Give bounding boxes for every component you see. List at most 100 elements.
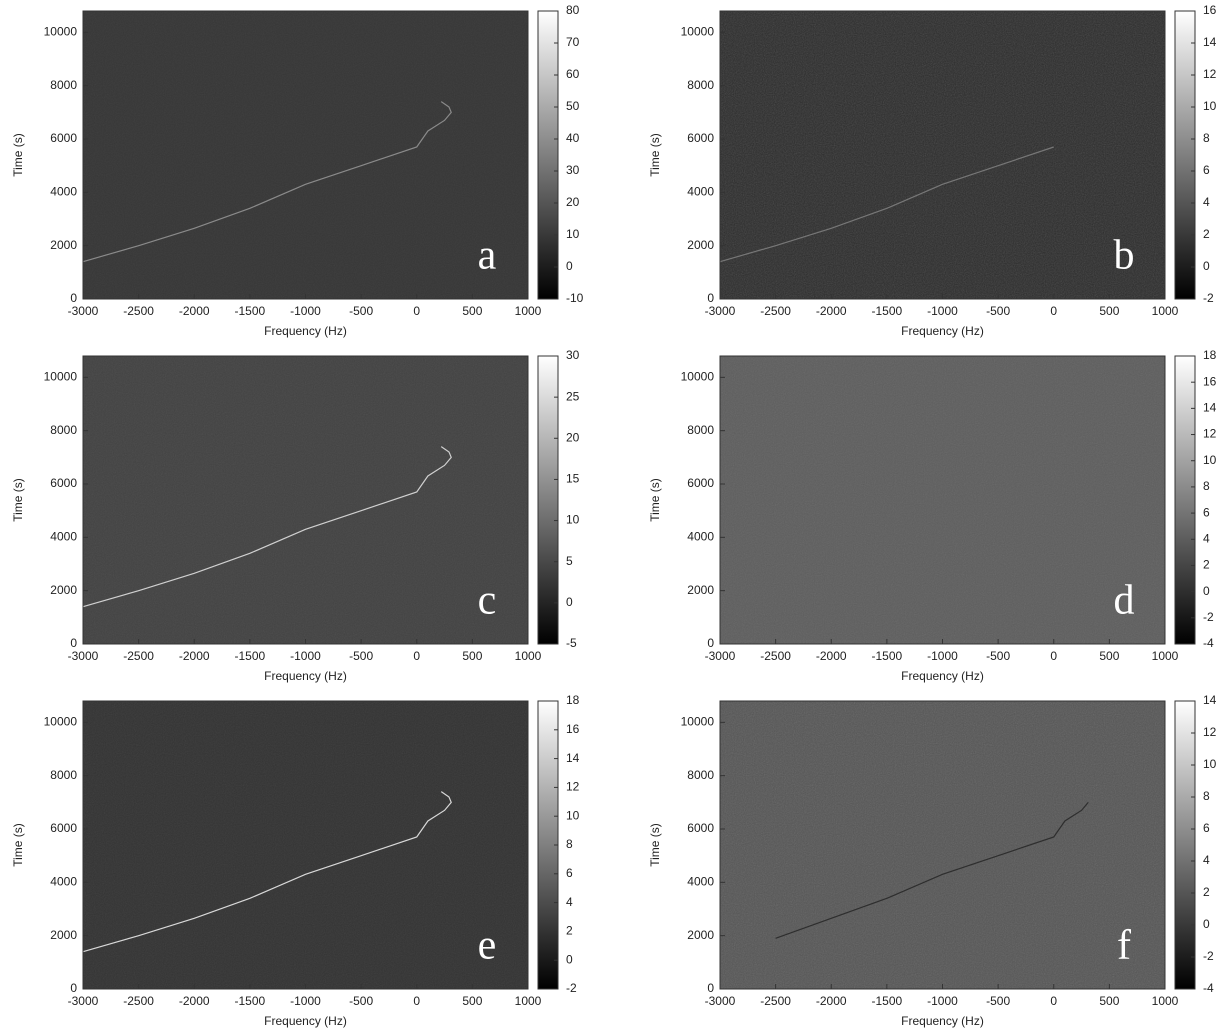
trace-line bbox=[82, 446, 452, 608]
x-tick-label: 0 bbox=[1050, 994, 1057, 1008]
x-tick-label: -1500 bbox=[872, 649, 903, 663]
x-tick-label: -1500 bbox=[235, 304, 266, 318]
colorbar-tick-label: 70 bbox=[566, 35, 580, 49]
trace-line bbox=[82, 101, 452, 263]
colorbar-tick-label: 4 bbox=[1203, 195, 1210, 209]
y-tick-label: 0 bbox=[70, 981, 77, 995]
panel-label: a bbox=[478, 233, 497, 279]
colorbar-tick-label: 80 bbox=[566, 3, 580, 17]
noise-texture bbox=[720, 356, 1165, 644]
noise-texture bbox=[720, 11, 1165, 299]
x-tick-label: -1000 bbox=[290, 649, 321, 663]
colorbar-tick-label: 8 bbox=[1203, 131, 1210, 145]
y-tick-label: 2000 bbox=[50, 583, 77, 597]
y-tick-label: 6000 bbox=[687, 131, 714, 145]
panel-label: e bbox=[478, 923, 497, 969]
colorbar-tick-label: 30 bbox=[566, 348, 580, 362]
y-tick-label: 4000 bbox=[50, 875, 77, 889]
x-axis-label: Frequency (Hz) bbox=[901, 669, 984, 683]
x-tick-label: -3000 bbox=[705, 649, 736, 663]
colorbar bbox=[1174, 10, 1196, 300]
x-tick-label: -2000 bbox=[816, 649, 847, 663]
colorbar-tick-label: 0 bbox=[566, 952, 573, 966]
x-tick-label: -2000 bbox=[816, 994, 847, 1008]
colorbar-tick-label: 60 bbox=[566, 67, 580, 81]
x-axis-label: Frequency (Hz) bbox=[901, 324, 984, 338]
colorbar-tick-label: 8 bbox=[566, 837, 573, 851]
colorbar bbox=[1174, 700, 1196, 990]
y-tick-label: 8000 bbox=[687, 78, 714, 92]
x-tick-label: -2500 bbox=[760, 994, 791, 1008]
y-tick-label: 6000 bbox=[50, 476, 77, 490]
y-axis-label: Time (s) bbox=[11, 133, 25, 177]
y-tick-label: 6000 bbox=[687, 476, 714, 490]
trace-line bbox=[719, 146, 1054, 263]
colorbar-tick-label: -2 bbox=[1203, 291, 1214, 305]
x-tick-label: -2500 bbox=[123, 649, 154, 663]
colorbar-tick-label: 12 bbox=[566, 780, 580, 794]
colorbar-tick-label: -2 bbox=[1203, 610, 1214, 624]
x-tick-label: 1000 bbox=[515, 994, 542, 1008]
y-tick-label: 0 bbox=[70, 636, 77, 650]
x-tick-label: -2500 bbox=[123, 994, 154, 1008]
x-axis-label: Frequency (Hz) bbox=[264, 1014, 347, 1028]
y-tick-label: 2000 bbox=[687, 238, 714, 252]
noise-texture bbox=[720, 701, 1165, 989]
y-tick-label: 0 bbox=[707, 981, 714, 995]
noise-texture bbox=[83, 11, 528, 299]
x-tick-label: 1000 bbox=[1152, 304, 1179, 318]
colorbar-tick-label: 2 bbox=[566, 924, 573, 938]
y-tick-label: 4000 bbox=[687, 875, 714, 889]
x-tick-label: 0 bbox=[413, 994, 420, 1008]
colorbar-tick-label: 6 bbox=[1203, 821, 1210, 835]
x-tick-label: -1000 bbox=[290, 304, 321, 318]
y-tick-label: 0 bbox=[707, 291, 714, 305]
x-tick-label: -2500 bbox=[760, 304, 791, 318]
x-tick-label: 1000 bbox=[1152, 649, 1179, 663]
y-tick-label: 10000 bbox=[44, 715, 78, 729]
colorbar-tick-label: 2 bbox=[1203, 227, 1210, 241]
colorbar-tick-label: 12 bbox=[1203, 427, 1217, 441]
y-axis-label: Time (s) bbox=[648, 478, 662, 522]
y-tick-label: 4000 bbox=[50, 185, 77, 199]
colorbar-tick-label: 10 bbox=[566, 808, 580, 822]
x-tick-label: 1000 bbox=[515, 304, 542, 318]
colorbar-tick-label: 2 bbox=[1203, 558, 1210, 572]
x-tick-label: -3000 bbox=[705, 994, 736, 1008]
colorbar-tick-label: -10 bbox=[566, 291, 584, 305]
y-axis-label: Time (s) bbox=[648, 823, 662, 867]
y-axis-label: Time (s) bbox=[11, 478, 25, 522]
x-tick-label: -3000 bbox=[68, 304, 99, 318]
x-tick-label: -1500 bbox=[235, 649, 266, 663]
colorbar-tick-label: 40 bbox=[566, 131, 580, 145]
x-tick-label: -2000 bbox=[816, 304, 847, 318]
colorbar-tick-label: 10 bbox=[1203, 99, 1217, 113]
noise-texture bbox=[83, 701, 528, 989]
x-tick-label: 0 bbox=[1050, 649, 1057, 663]
colorbar-tick-label: 8 bbox=[1203, 789, 1210, 803]
colorbar-tick-label: 0 bbox=[566, 595, 573, 609]
y-tick-label: 8000 bbox=[687, 768, 714, 782]
colorbar-tick-label: 14 bbox=[566, 751, 580, 765]
x-tick-label: 500 bbox=[1099, 649, 1119, 663]
y-tick-label: 4000 bbox=[50, 530, 77, 544]
colorbar-tick-label: 30 bbox=[566, 163, 580, 177]
noise-texture bbox=[83, 356, 528, 644]
colorbar-tick-label: 20 bbox=[566, 430, 580, 444]
x-axis-label: Frequency (Hz) bbox=[901, 1014, 984, 1028]
y-tick-label: 4000 bbox=[687, 530, 714, 544]
y-axis-label: Time (s) bbox=[11, 823, 25, 867]
y-tick-label: 10000 bbox=[44, 25, 78, 39]
colorbar-tick-label: 50 bbox=[566, 99, 580, 113]
colorbar-tick-label: 2 bbox=[1203, 885, 1210, 899]
x-tick-label: -2500 bbox=[760, 649, 791, 663]
x-tick-label: -3000 bbox=[705, 304, 736, 318]
colorbar-tick-label: 10 bbox=[1203, 757, 1217, 771]
trace-line bbox=[775, 801, 1089, 939]
colorbar-tick-label: 0 bbox=[566, 259, 573, 273]
colorbar-tick-label: -5 bbox=[566, 636, 577, 650]
x-tick-label: -500 bbox=[349, 994, 373, 1008]
y-tick-label: 10000 bbox=[681, 715, 715, 729]
colorbar-tick-label: 4 bbox=[1203, 531, 1210, 545]
